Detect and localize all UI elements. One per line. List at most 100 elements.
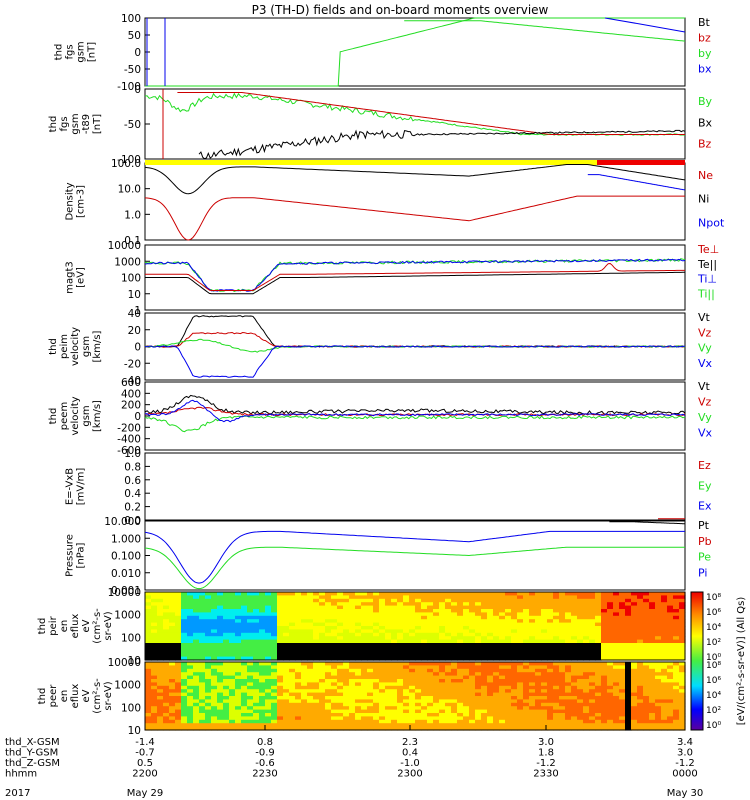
heatmap-cell (493, 643, 500, 647)
heatmap-cell (427, 639, 434, 644)
heatmap-cell (643, 709, 650, 714)
heatmap-cell (319, 679, 326, 683)
heatmap-cell (667, 602, 674, 607)
heatmap-cell (517, 675, 524, 680)
heatmap-cell (397, 716, 404, 721)
heatmap-cell (337, 653, 344, 658)
heatmap-cell (289, 689, 296, 694)
heatmap-cell (463, 622, 470, 627)
heatmap-cell (511, 726, 518, 731)
heatmap-cell (493, 612, 500, 617)
heatmap-cell (517, 636, 524, 641)
heatmap-cell (421, 612, 428, 617)
heatmap-cell (313, 662, 320, 666)
heatmap-cell (373, 668, 380, 673)
legend-entry-Vx: Vx (698, 427, 713, 440)
heatmap-cell (439, 609, 446, 613)
heatmap-cell (655, 662, 662, 666)
heatmap-cell (487, 612, 494, 617)
heatmap-cell (421, 595, 428, 600)
heatmap-cell (499, 626, 506, 630)
heatmap-cell (403, 626, 410, 630)
heatmap-cell (439, 622, 446, 627)
heatmap-cell (439, 629, 446, 634)
heatmap-cell (391, 619, 398, 624)
heatmap-cell (349, 626, 356, 630)
heatmap-peer-frame (144, 661, 686, 731)
heatmap-cell (655, 702, 662, 707)
heatmap-cell (247, 605, 254, 610)
heatmap-cell (643, 598, 650, 603)
heatmap-cell (205, 598, 212, 603)
heatmap-cell (175, 672, 182, 677)
heatmap-cell (571, 602, 578, 607)
heatmap-cell (397, 719, 404, 724)
heatmap-cell (469, 699, 476, 704)
heatmap-cell (355, 682, 362, 687)
heatmap-cell (325, 653, 332, 658)
heatmap-cell (643, 646, 650, 651)
heatmap-cell (415, 699, 422, 704)
heatmap-cell (319, 726, 326, 731)
heatmap-cell (391, 592, 398, 596)
heatmap-cell (391, 726, 398, 731)
heatmap-cell (607, 592, 614, 596)
heatmap-cell (631, 726, 638, 731)
heatmap-cell (487, 609, 494, 613)
heatmap-cell (277, 636, 284, 641)
heatmap-cell (181, 619, 188, 624)
heatmap-cell (373, 598, 380, 603)
heatmap-cell (619, 699, 626, 704)
heatmap-cell (181, 706, 188, 711)
heatmap-cell (373, 592, 380, 596)
colorbar-label: [eV/(cm²-s-sr-eV)] (All Qs) (736, 597, 747, 726)
heatmap-cell (313, 702, 320, 707)
heatmap-cell (529, 675, 536, 680)
heatmap-cell (451, 709, 458, 714)
heatmap-cell (679, 605, 686, 610)
heatmap-cell (241, 726, 248, 731)
heatmap-cell (649, 699, 656, 704)
heatmap-cell (355, 668, 362, 673)
heatmap-cell (151, 605, 158, 610)
heatmap-cell (313, 716, 320, 721)
heatmap-cell (205, 713, 212, 717)
heatmap-cell (325, 685, 332, 690)
heatmap-cell (217, 665, 224, 670)
heatmap-cell (679, 723, 686, 728)
x-tick-value: 0.8 (257, 737, 273, 748)
heatmap-cell (385, 649, 392, 654)
heatmap-cell (265, 639, 272, 644)
heatmap-cell (577, 629, 584, 634)
heatmap-cell (247, 706, 254, 711)
heatmap-cell (337, 598, 344, 603)
heatmap-cell (631, 685, 638, 690)
heatmap-cell (553, 668, 560, 673)
heatmap-cell (193, 636, 200, 641)
heatmap-cell (421, 592, 428, 596)
heatmap-cell (247, 619, 254, 624)
heatmap-cell (307, 672, 314, 677)
heatmap-cell (235, 632, 242, 637)
heatmap-cell (415, 696, 422, 700)
heatmap-cell (571, 649, 578, 654)
heatmap-cell (289, 665, 296, 670)
heatmap-cell (325, 692, 332, 697)
heatmap-cell (145, 595, 152, 600)
heatmap-cell (487, 622, 494, 627)
heatmap-cell (673, 696, 680, 700)
heatmap-cell (451, 615, 458, 620)
heatmap-cell (295, 643, 302, 647)
heatmap-cell (283, 706, 290, 711)
heatmap-cell (625, 646, 632, 651)
heatmap-cell (175, 619, 182, 624)
heatmap-cell (589, 609, 596, 613)
heatmap-cell (271, 646, 278, 651)
heatmap-cell (193, 709, 200, 714)
heatmap-cell (367, 662, 374, 666)
heatmap-cell (187, 706, 194, 711)
heatmap-cell (463, 619, 470, 624)
heatmap-cell (259, 609, 266, 613)
heatmap-cell (151, 636, 158, 641)
heatmap-cell (475, 656, 482, 661)
